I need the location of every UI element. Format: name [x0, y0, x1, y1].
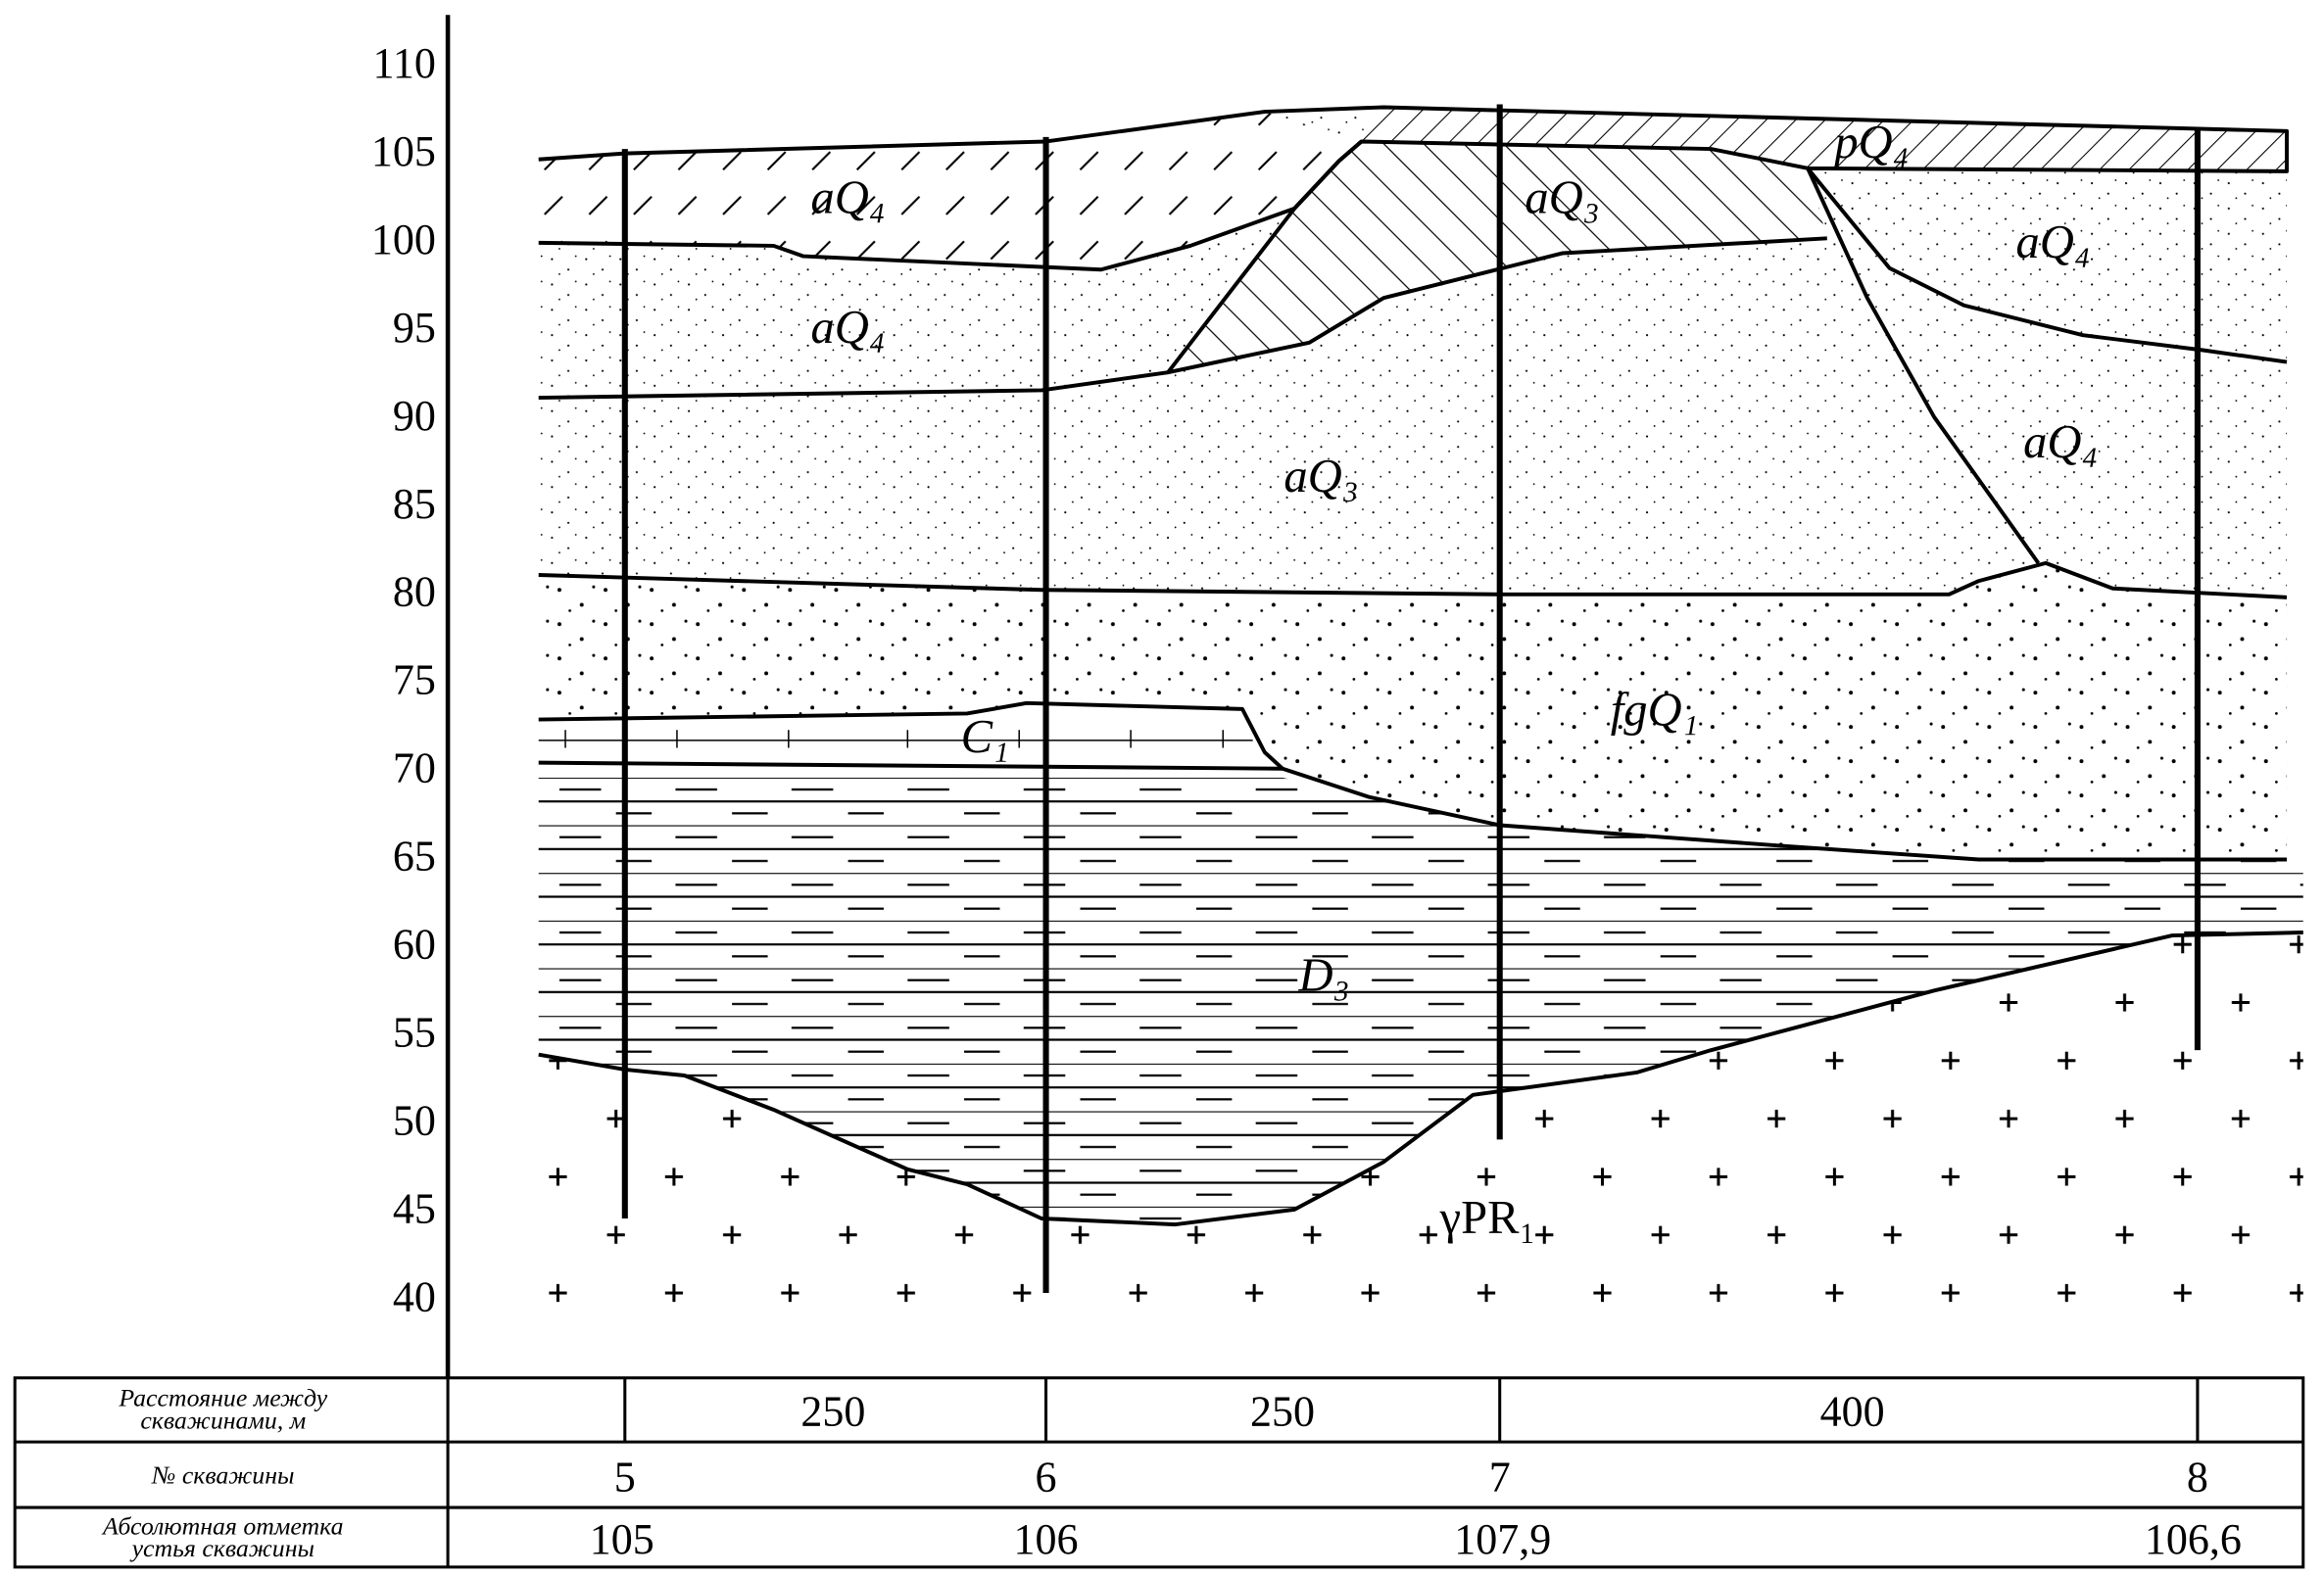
layer-label: D₃ — [1298, 948, 1350, 1001]
tick-label: 105 — [371, 127, 436, 175]
tick-label: 70 — [393, 744, 436, 792]
fills — [538, 107, 2303, 1318]
row-header: устья скважины — [129, 1534, 315, 1562]
row-header: № скважины — [151, 1461, 294, 1490]
layer-labels: aQ₄ aQ₄ aQ₃ pQ₄ aQ₄ aQ₃ aQ₄ fgQ₁ C₁ D₃ γPR₁ — [810, 116, 2098, 1244]
boundaries — [538, 105, 2303, 1227]
cell: 250 — [1250, 1387, 1315, 1435]
table — [13, 1376, 2305, 1569]
tick-label: 90 — [393, 392, 436, 440]
cell: 105 — [590, 1515, 654, 1563]
cell: 107,9 — [1454, 1515, 1551, 1563]
row-header: скважинами, м — [140, 1406, 306, 1434]
cell: 8 — [2187, 1453, 2208, 1501]
cell: 106,6 — [2145, 1515, 2242, 1563]
layer-label: C₁ — [961, 710, 1009, 763]
cell: 6 — [1036, 1453, 1057, 1501]
layer-label: γPR₁ — [1439, 1191, 1536, 1244]
tick-label: 40 — [393, 1272, 436, 1320]
cell: 400 — [1820, 1387, 1885, 1435]
cell: 250 — [800, 1387, 865, 1435]
row-header: Абсолютная отметка — [101, 1511, 343, 1540]
tick-label: 80 — [393, 568, 436, 616]
tick-label: 100 — [371, 215, 436, 263]
layer-label: aQ₄ — [810, 301, 885, 354]
cell: 7 — [1489, 1453, 1511, 1501]
tick-label: 50 — [393, 1096, 436, 1144]
wells — [621, 104, 2201, 1294]
row-header: Расстояние между — [118, 1384, 327, 1412]
tick-label: 85 — [393, 480, 436, 528]
tick-label: 55 — [393, 1008, 436, 1056]
tick-label: 65 — [393, 833, 436, 881]
tick-label: 95 — [393, 304, 436, 352]
layer-label: aQ₄ — [810, 170, 885, 223]
tick-label: 75 — [393, 656, 436, 704]
layer-label: aQ₄ — [2015, 215, 2090, 268]
layer-label: aQ₃ — [1525, 170, 1599, 223]
tick-label: 60 — [393, 920, 436, 968]
layer-label: fgQ₁ — [1611, 684, 1699, 737]
layer-label: pQ₄ — [1831, 116, 1909, 168]
tick-label: 110 — [373, 39, 436, 87]
tick-label: 45 — [393, 1184, 436, 1232]
cell: 5 — [614, 1453, 636, 1501]
layer-label: aQ₄ — [2023, 415, 2098, 468]
layer-label: aQ₃ — [1283, 450, 1358, 502]
cell: 106 — [1014, 1515, 1079, 1563]
tick-labels: 110 105 100 95 90 85 80 75 70 65 60 55 50 45 40 — [371, 39, 436, 1320]
